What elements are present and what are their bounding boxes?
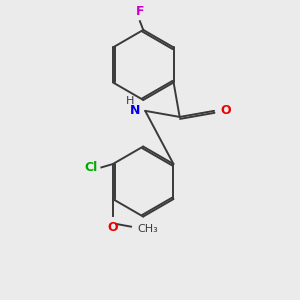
- Text: Cl: Cl: [85, 161, 98, 174]
- Text: N: N: [129, 104, 140, 117]
- Text: CH₃: CH₃: [137, 224, 158, 234]
- Text: O: O: [107, 220, 118, 234]
- Text: F: F: [136, 5, 144, 18]
- Text: O: O: [220, 104, 231, 117]
- Text: H: H: [126, 96, 135, 106]
